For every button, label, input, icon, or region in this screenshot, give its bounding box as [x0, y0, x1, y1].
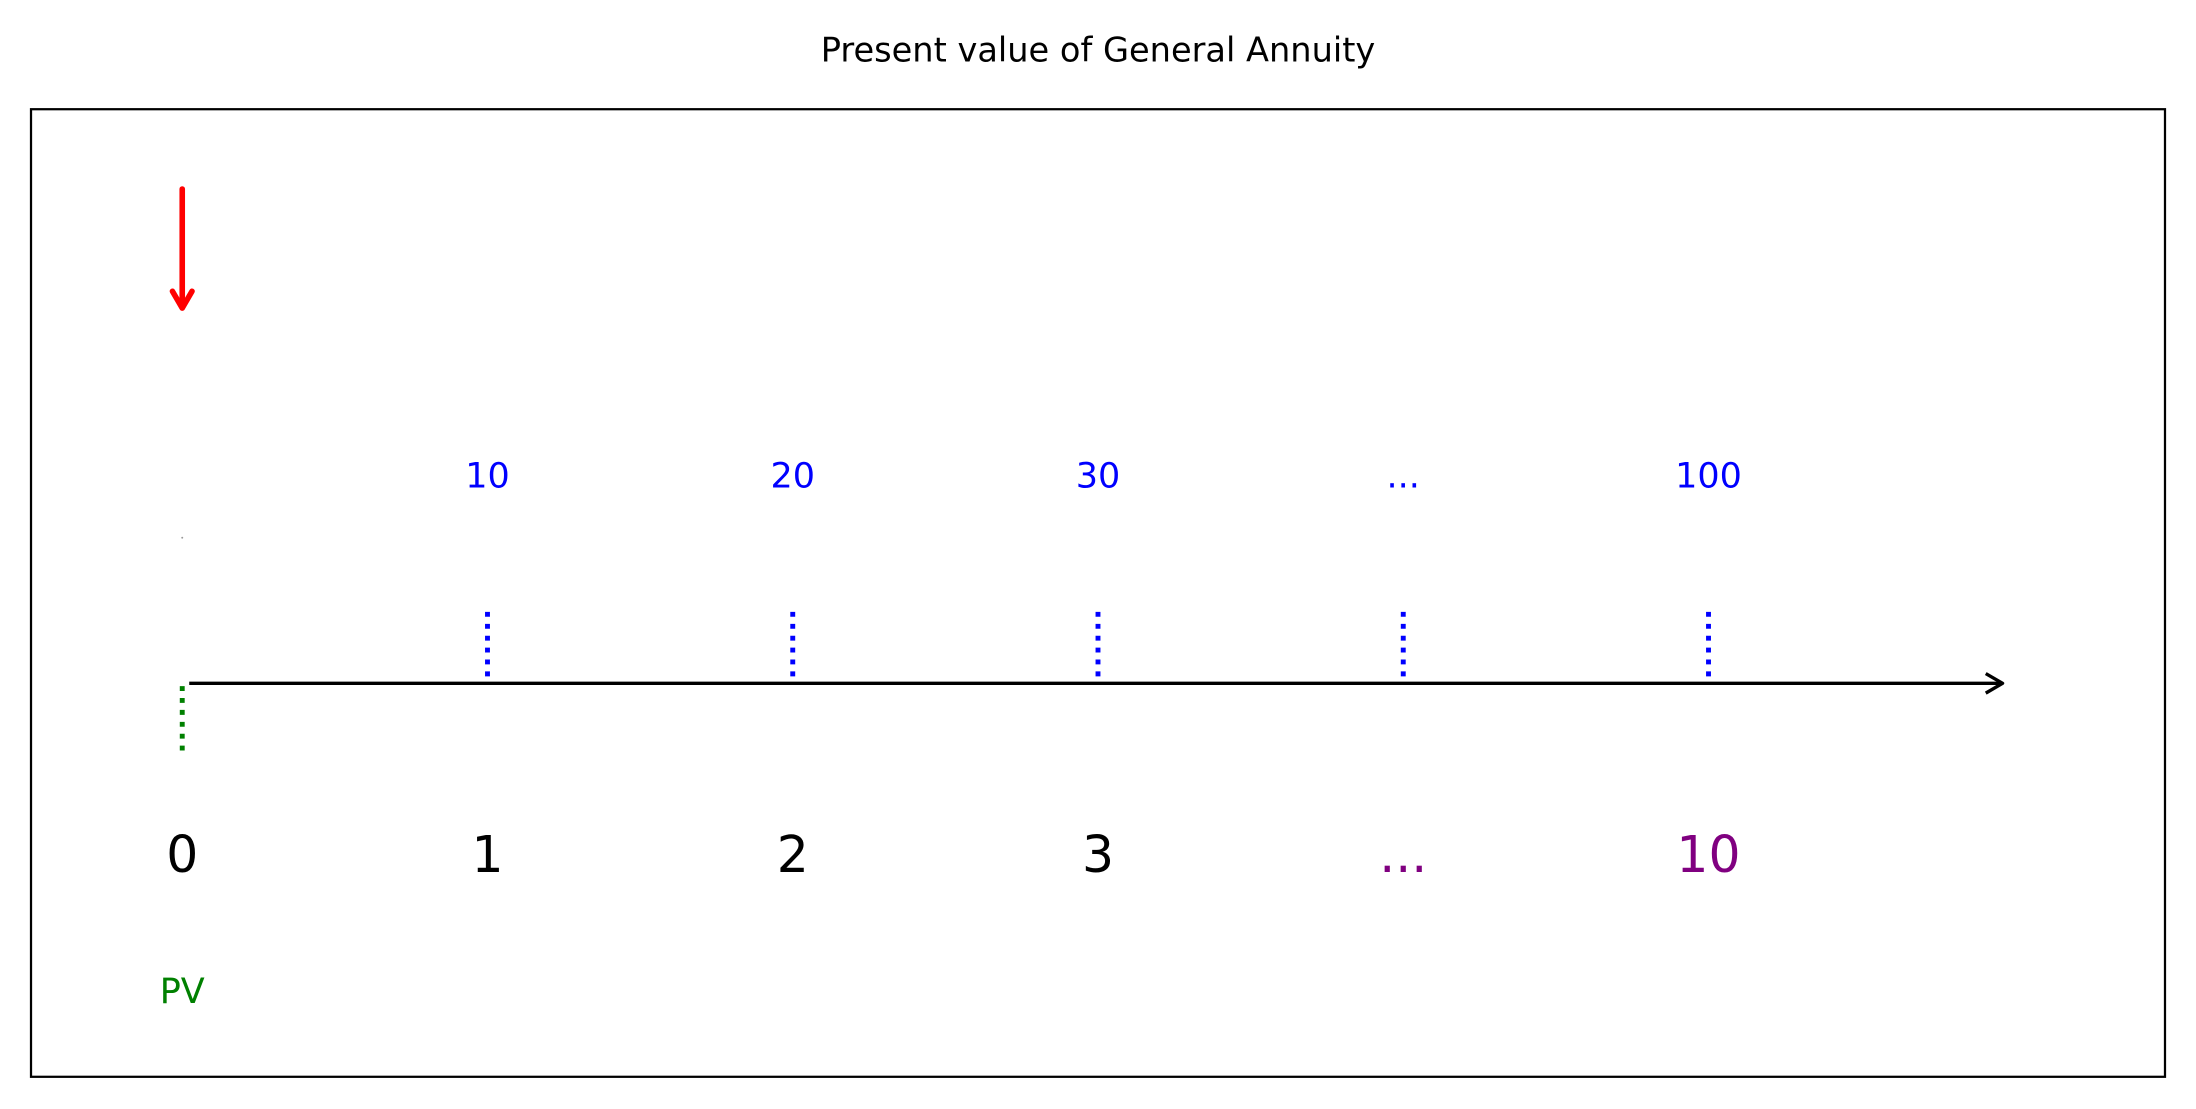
timeline-labels: 0 1 2 3... 10 10 20 30... 100 — [166, 456, 1742, 883]
red-arrow-head — [169, 288, 195, 311]
frame — [29, 108, 2167, 1078]
timeline-arrow-head — [1984, 672, 2005, 695]
dot — [181, 536, 184, 539]
pv-label: PV — [160, 972, 205, 1012]
period-label: ... — [1379, 825, 1427, 884]
payment-label: 100 — [1675, 456, 1742, 496]
period-label: 2 — [777, 825, 809, 884]
payment-label: ... — [1387, 456, 1420, 496]
payment-label: 20 — [770, 456, 815, 496]
period-label: 3 — [1082, 825, 1114, 884]
payment-label: 30 — [1076, 456, 1121, 496]
period-label: 1 — [471, 825, 503, 884]
title: Present value of General Annuity — [821, 30, 1376, 69]
period-label: 0 — [166, 825, 198, 884]
period-label: 10 — [1676, 825, 1740, 884]
payment-label: 10 — [465, 456, 510, 496]
